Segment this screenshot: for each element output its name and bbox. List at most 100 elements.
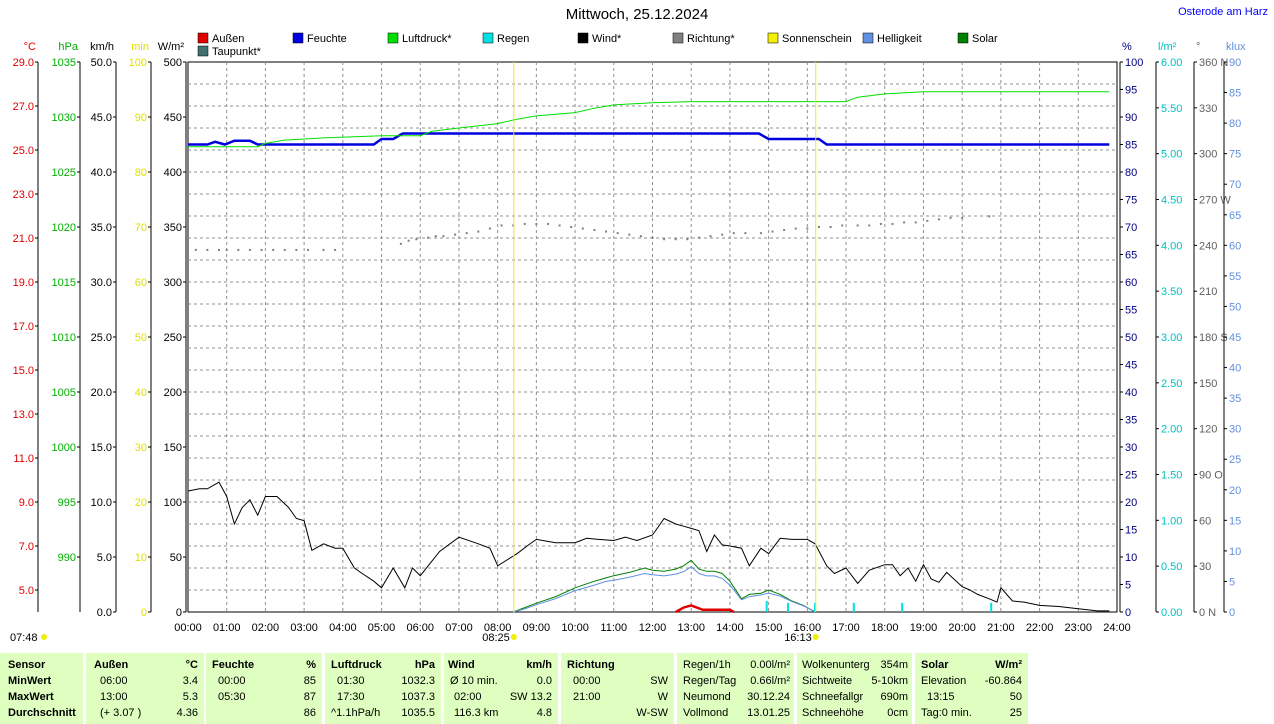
left-axis-tick-label: 500 <box>164 57 182 69</box>
left-axis-tick-label: 200 <box>164 387 182 399</box>
sunshine-start-label: 08:25 <box>482 632 510 644</box>
direction-point <box>697 236 700 239</box>
legend-label: Richtung* <box>687 33 735 45</box>
chart-title: Mittwoch, 25.12.2024 <box>565 6 709 23</box>
direction-point <box>856 224 859 227</box>
richtung-avg-value: W-SW <box>636 707 668 719</box>
right-axis-tick-label: 35 <box>1125 415 1137 427</box>
right-axis-tick-label: 0.50 <box>1161 561 1182 573</box>
left-axis-tick-label: 350 <box>164 222 182 234</box>
luftdruck-max-value: 1037.3 <box>401 691 435 703</box>
direction-point <box>206 248 209 251</box>
right-axis-tick-label: 70 <box>1125 222 1137 234</box>
left-axis-unit: W/m² <box>158 41 185 53</box>
summary-labels: Sensor MinWert MaxWert Durchschnitt <box>0 653 83 724</box>
aussen-max-value: 5.3 <box>182 691 198 703</box>
feuchte-max-value: 87 <box>303 691 316 703</box>
right-axis-tick-label: 2.50 <box>1161 378 1182 390</box>
aussen-unit: °C <box>185 659 198 671</box>
direction-point <box>674 238 677 241</box>
left-axis-tick-label: 15.0 <box>13 365 34 377</box>
right-axis-tick-label: 210 <box>1199 286 1217 298</box>
sunrise-label: 07:48 <box>10 632 38 644</box>
left-axis-tick-label: 995 <box>58 497 76 509</box>
right-axis-tick-label: 6.00 <box>1161 57 1182 69</box>
left-axis-tick-label: 30 <box>135 442 147 454</box>
vollmond-value: 13.01.25 <box>747 707 790 719</box>
solar-unit: W/m² <box>995 659 1022 671</box>
legend-label: Solar <box>972 33 998 45</box>
luftdruck-unit: hPa <box>414 659 435 671</box>
sensor-header: Sensor <box>8 659 46 671</box>
right-axis-tick-label: 60 <box>1199 515 1211 527</box>
direction-point <box>523 222 526 225</box>
direction-point <box>558 224 561 227</box>
direction-point <box>639 235 642 238</box>
chart-grid <box>187 61 1118 613</box>
right-axis-tick-label: 80 <box>1229 118 1241 130</box>
direction-point <box>407 239 410 242</box>
direction-point <box>322 248 325 251</box>
left-axis-tick-label: 21.0 <box>13 233 34 245</box>
direction-point <box>663 238 666 241</box>
legend-swatch <box>957 32 969 44</box>
left-axis-tick-label: 10 <box>135 552 147 564</box>
summary-luftdruck: Luftdruck hPa 01:30 1032.3 17:30 1037.3 … <box>325 653 441 724</box>
x-tick-label: 18:00 <box>871 622 899 634</box>
x-tick-label: 20:00 <box>948 622 976 634</box>
direction-point <box>248 248 251 251</box>
left-axis-tick-label: 9.0 <box>19 497 34 509</box>
x-tick-label: 11:00 <box>600 622 627 634</box>
left-axis-tick-label: 70 <box>135 222 147 234</box>
schneefallgr-value: 690m <box>880 691 908 703</box>
legend-swatch <box>197 32 209 44</box>
feuchte-max-time: 05:30 <box>218 691 246 703</box>
direction-point <box>477 230 480 233</box>
regen-tag-label: Regen/Tag <box>683 675 737 687</box>
direction-point <box>628 233 631 236</box>
right-axis-tick-label: 45 <box>1125 360 1137 372</box>
rain-bar <box>814 602 817 612</box>
aussen-min-time: 06:00 <box>100 675 128 687</box>
solar-sunshine: Tag:0 min. <box>921 707 972 719</box>
left-axis-tick-label: 400 <box>164 167 182 179</box>
direction-point <box>194 248 197 251</box>
direction-point <box>903 221 906 224</box>
right-axis-tick-label: 55 <box>1125 305 1137 317</box>
right-axis-tick-label: 5.50 <box>1161 103 1182 115</box>
left-axis-tick-label: 100 <box>129 57 147 69</box>
direction-point <box>841 224 844 227</box>
direction-point <box>868 224 871 227</box>
left-axis-tick-label: 1010 <box>52 332 76 344</box>
right-axis-tick-label: 2.00 <box>1161 424 1182 436</box>
right-axis-tick-label: 60 <box>1229 240 1241 252</box>
direction-point <box>914 221 917 224</box>
left-axis-tick-label: 10.0 <box>91 497 112 509</box>
x-tick-label: 03:00 <box>290 622 318 634</box>
right-axis-tick-label: 150 <box>1199 378 1217 390</box>
left-axis-tick-label: 250 <box>164 332 182 344</box>
direction-point <box>500 224 503 227</box>
left-axis-tick-label: 30.0 <box>91 277 112 289</box>
luftdruck-min-time: 01:30 <box>337 675 365 687</box>
wind-max-time: 02:00 <box>454 691 482 703</box>
x-tick-label: 14:00 <box>716 622 744 634</box>
right-axis-tick-label: 50 <box>1229 301 1241 313</box>
x-tick-label: 23:00 <box>1065 622 1093 634</box>
left-axis-tick-label: 19.0 <box>13 277 34 289</box>
legend-label: Taupunkt* <box>212 46 262 58</box>
right-axis-tick-label: 70 <box>1229 179 1241 191</box>
right-axis-tick-label: 40 <box>1125 387 1137 399</box>
wind-unit: km/h <box>526 659 552 671</box>
legend-swatch <box>862 32 874 44</box>
left-axis-tick-label: 40 <box>135 387 147 399</box>
left-axis-tick-label: 300 <box>164 277 182 289</box>
legend-label: Helligkeit <box>877 33 922 45</box>
feuchte-min-value: 85 <box>303 675 316 687</box>
direction-point <box>686 238 689 241</box>
sichtweite-value: 5-10km <box>871 675 908 687</box>
direction-point <box>260 248 263 251</box>
direction-point <box>937 218 940 221</box>
luftdruck-header: Luftdruck <box>331 659 382 671</box>
aussen-max-time: 13:00 <box>100 691 128 703</box>
